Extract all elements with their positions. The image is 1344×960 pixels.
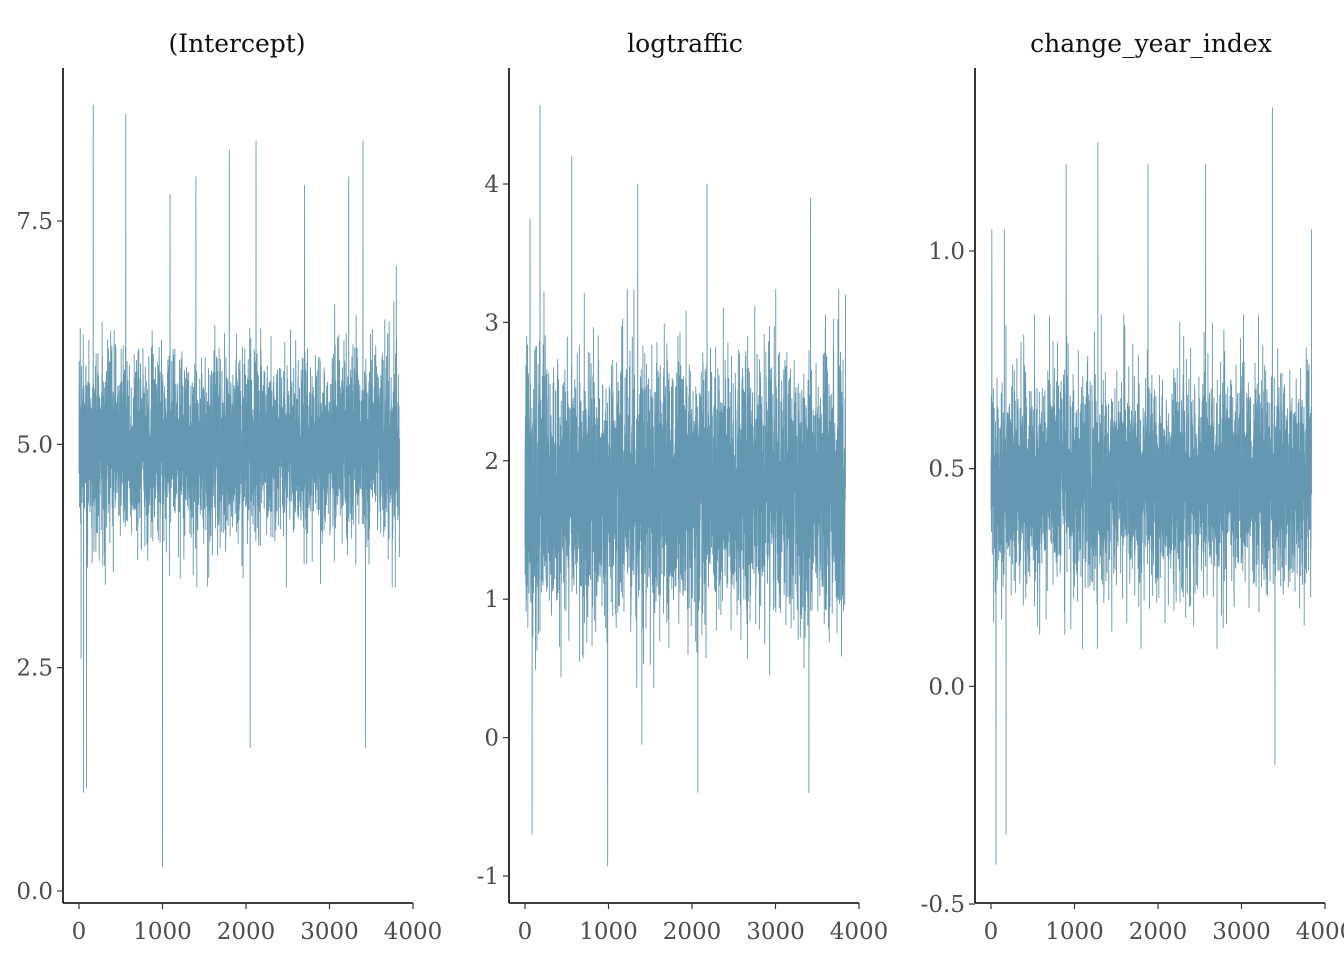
y-tick-label: 2.5 [16,656,53,682]
panel-change-year-index: change_year_index -0.5 0.0 0.5 1.0 0 1000 2000… [921,29,1344,945]
panel-logtraffic: logtraffic -1 0 1 2 3 4 0 1000 2000 3000 4000 [477,29,889,945]
y-tick-label: 1 [484,587,499,613]
panel-intercept: (Intercept) 0.0 2.5 5.0 7.5 0 1000 2000 3000 400… [16,29,442,945]
x-tick-label: 3000 [1212,919,1271,945]
x-tick-label: 3000 [746,919,805,945]
trace-line [524,105,847,867]
panel-title: logtraffic [627,29,743,58]
x-tick-label: 2000 [1129,919,1188,945]
x-tick-label: 0 [984,919,999,945]
y-tick-label: 0.0 [928,674,965,700]
x-tick-label: 4000 [384,919,443,945]
y-tick-label: 1.0 [928,239,965,265]
y-tick-label: 5.0 [16,432,53,458]
trace-line [990,107,1313,865]
x-tick-label: 3000 [300,919,359,945]
panel-title: (Intercept) [168,29,305,58]
y-tick-label: 2 [484,449,499,475]
x-tick-label: 2000 [663,919,722,945]
x-tick-label: 4000 [1296,919,1344,945]
y-tick-label: 4 [484,172,499,198]
y-tick-label: -1 [477,864,499,890]
x-tick-label: 2000 [217,919,276,945]
y-tick-label: 0.5 [928,457,965,483]
y-tick-label: -0.5 [921,892,965,918]
y-tick-label: 3 [484,310,499,336]
x-tick-label: 1000 [133,919,192,945]
y-tick-label: 0.0 [16,879,53,905]
x-tick-label: 0 [518,919,533,945]
x-tick-label: 1000 [579,919,638,945]
panel-title: change_year_index [1030,29,1272,58]
y-tick-label: 0 [484,726,499,752]
x-tick-label: 1000 [1045,919,1104,945]
x-tick-label: 0 [72,919,87,945]
y-tick-label: 7.5 [16,209,53,235]
trace-line [78,104,401,867]
x-tick-label: 4000 [830,919,889,945]
